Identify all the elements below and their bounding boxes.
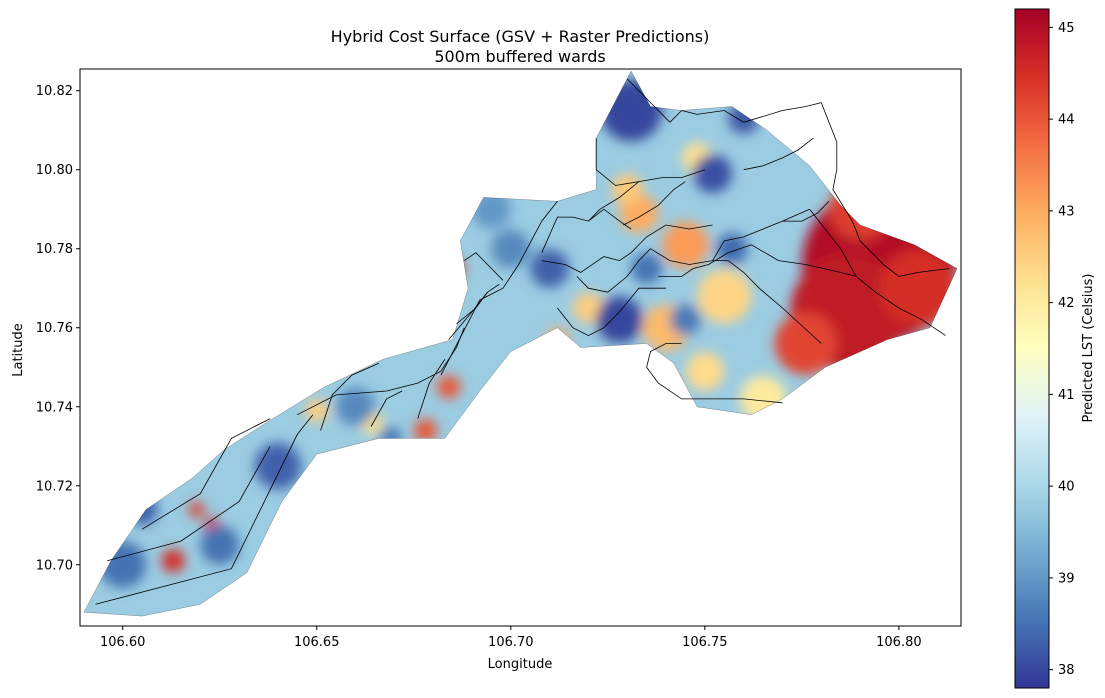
ward-boundary-19 <box>650 248 729 265</box>
ward-boundary-16 <box>599 169 706 210</box>
x-tick-label: 106.75 <box>682 635 728 650</box>
ward-boundary-27 <box>681 102 822 123</box>
hot-spot-18 <box>188 501 205 518</box>
x-tick-label: 106.70 <box>488 635 534 650</box>
ward-boundary-6 <box>417 359 446 419</box>
y-tick-label: 10.82 <box>36 84 73 99</box>
ward-boundary-23 <box>727 260 822 344</box>
y-tick-label: 10.76 <box>36 321 73 336</box>
ward-boundary-25 <box>782 201 830 222</box>
x-tick-label: 106.65 <box>294 635 340 650</box>
ward-boundary-33 <box>626 78 682 123</box>
cool-spot-8 <box>491 229 531 269</box>
y-tick-label: 10.70 <box>36 558 73 573</box>
colorbar-tick-label: 42 <box>1058 296 1075 311</box>
ward-boundary-1 <box>107 446 271 562</box>
ward-boundary-21 <box>646 343 783 404</box>
hot-spot-3 <box>829 178 892 241</box>
colorbar <box>1014 8 1050 689</box>
chart-subtitle: 500m buffered wards <box>434 47 605 66</box>
colorbar-tick-label: 38 <box>1058 663 1075 678</box>
hot-spot-5 <box>662 221 709 269</box>
cool-spot-4 <box>530 249 570 288</box>
ward-boundary-31 <box>809 208 857 277</box>
y-tick-label: 10.74 <box>36 400 73 415</box>
cool-spot-11 <box>99 541 146 589</box>
ward-boundary-10 <box>463 252 504 281</box>
x-tick-label: 106.60 <box>100 635 146 650</box>
colorbar-tick-label: 45 <box>1058 21 1075 36</box>
hot-spot-14 <box>437 375 461 399</box>
axes-frame <box>79 68 962 627</box>
ward-boundary-7 <box>440 201 558 376</box>
cool-spot-6 <box>631 252 663 285</box>
y-axis: 10.70 10.72 10.74 10.76 10.78 10.80 10.82 <box>36 84 80 573</box>
x-axis-label: Longitude <box>488 657 553 672</box>
ward-boundary-5 <box>370 390 403 427</box>
ward-boundary-22 <box>712 208 810 261</box>
ward-boundary-0 <box>95 414 314 605</box>
ward-boundary-12 <box>541 252 632 273</box>
ward-boundary-8 <box>448 283 500 340</box>
hot-spot-4 <box>774 312 837 375</box>
ward-boundary-14 <box>557 287 666 337</box>
cost-surface <box>83 71 958 617</box>
hot-spot-15 <box>413 418 438 443</box>
hot-spot-11 <box>572 292 604 324</box>
ward-boundary-15 <box>576 248 651 293</box>
ward-boundary-26 <box>743 137 814 171</box>
region-outline <box>83 70 958 617</box>
hot-spot-7 <box>697 268 752 324</box>
colorbar-tick-label: 44 <box>1058 113 1075 128</box>
hot-spot-21 <box>685 351 725 391</box>
cool-spot-12 <box>200 525 240 565</box>
cool-spot-10 <box>254 442 302 490</box>
cool-spot-9 <box>471 189 511 229</box>
y-tick-label: 10.80 <box>36 163 73 178</box>
cool-spot-0 <box>600 79 663 142</box>
hot-spot-9 <box>611 173 643 206</box>
heatmap-layer <box>83 70 958 617</box>
y-tick-label: 10.78 <box>36 242 73 257</box>
hot-spot-2 <box>879 249 958 328</box>
y-tick-label: 10.72 <box>36 479 73 494</box>
ward-boundary-2 <box>141 418 271 530</box>
cool-spot-13 <box>336 387 375 427</box>
ward-boundary-9 <box>456 291 488 325</box>
colorbar-tick-label: 43 <box>1058 204 1075 219</box>
cool-spot-3 <box>728 102 760 134</box>
hot-spot-13 <box>448 260 465 277</box>
hot-spot-16 <box>161 549 185 573</box>
cool-spot-7 <box>669 304 701 336</box>
ward-boundary-11 <box>541 208 601 253</box>
ward-boundary-13 <box>588 208 632 230</box>
colorbar-tick-label: 40 <box>1058 480 1075 495</box>
colorbar-ticks: 38 39 40 41 42 43 44 45 <box>1049 21 1075 678</box>
ward-boundary-30 <box>855 276 946 336</box>
colorbar-tick-label: 41 <box>1058 388 1075 403</box>
cool-spot-14 <box>126 493 158 525</box>
hot-spot-12 <box>545 327 570 352</box>
ward-boundary-18 <box>630 224 713 253</box>
ward-boundary-20 <box>658 244 752 277</box>
cool-spot-5 <box>716 233 748 265</box>
ward-boundary-4 <box>320 362 379 431</box>
ward-boundary-28 <box>820 102 861 241</box>
cool-spot-2 <box>693 154 733 194</box>
cool-spot-1 <box>596 296 643 344</box>
colorbar-tick-label: 39 <box>1058 571 1075 586</box>
y-axis-label: Latitude <box>11 323 26 377</box>
chart-title: Hybrid Cost Surface (GSV + Raster Predic… <box>331 27 710 46</box>
x-tick-label: 106.80 <box>876 635 922 650</box>
ward-boundary-17 <box>623 181 686 226</box>
ward-boundaries <box>95 78 950 605</box>
x-axis: 106.60 106.65 106.70 106.75 106.80 <box>100 626 922 650</box>
ward-boundary-24 <box>751 244 857 277</box>
colorbar-label: Predicted LST (Celsius) <box>1081 274 1096 423</box>
ward-boundary-3 <box>297 327 465 416</box>
ward-boundary-29 <box>859 240 950 277</box>
hot-spot-19 <box>305 399 329 423</box>
